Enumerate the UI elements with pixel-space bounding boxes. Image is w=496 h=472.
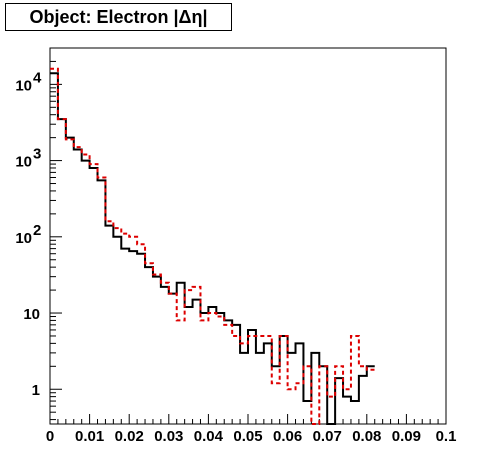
y-tick-label: 10: [15, 230, 32, 247]
axis-ticks: [49, 47, 447, 424]
x-tick-label: 0.05: [233, 428, 262, 445]
x-tick-label: 0.08: [352, 428, 381, 445]
x-tick-label: 0: [46, 428, 54, 445]
x-tick-label: 0.06: [273, 428, 302, 445]
x-tick-label: 0.07: [313, 428, 342, 445]
y-tick-label: 10: [15, 77, 32, 94]
y-tick-label: 10: [23, 306, 40, 323]
y-tick-exponent: 4: [33, 69, 42, 86]
tick-labels: 0 0.01 0.02 0.03 0.04 0.05 0.06 0.07 0.08 0.09 0.1…: [15, 69, 456, 445]
y-tick-exponent: 3: [33, 146, 41, 163]
x-tick-label: 0.04: [194, 428, 224, 445]
series-dashed-red: [50, 67, 375, 425]
x-tick-label: 0.02: [115, 428, 144, 445]
histogram-series: [50, 67, 375, 425]
x-tick-label: 0.09: [392, 428, 421, 445]
y-tick-label: 1: [32, 382, 40, 399]
x-tick-label: 0.1: [436, 428, 457, 445]
y-tick-label: 10: [15, 154, 32, 171]
chart-title: Object: Electron |Δη|: [5, 3, 232, 31]
plot-frame: [49, 47, 447, 425]
x-tick-label: 0.03: [154, 428, 183, 445]
x-tick-label: 0.01: [75, 428, 104, 445]
series-solid-black: [50, 72, 375, 425]
y-tick-exponent: 2: [33, 222, 41, 239]
